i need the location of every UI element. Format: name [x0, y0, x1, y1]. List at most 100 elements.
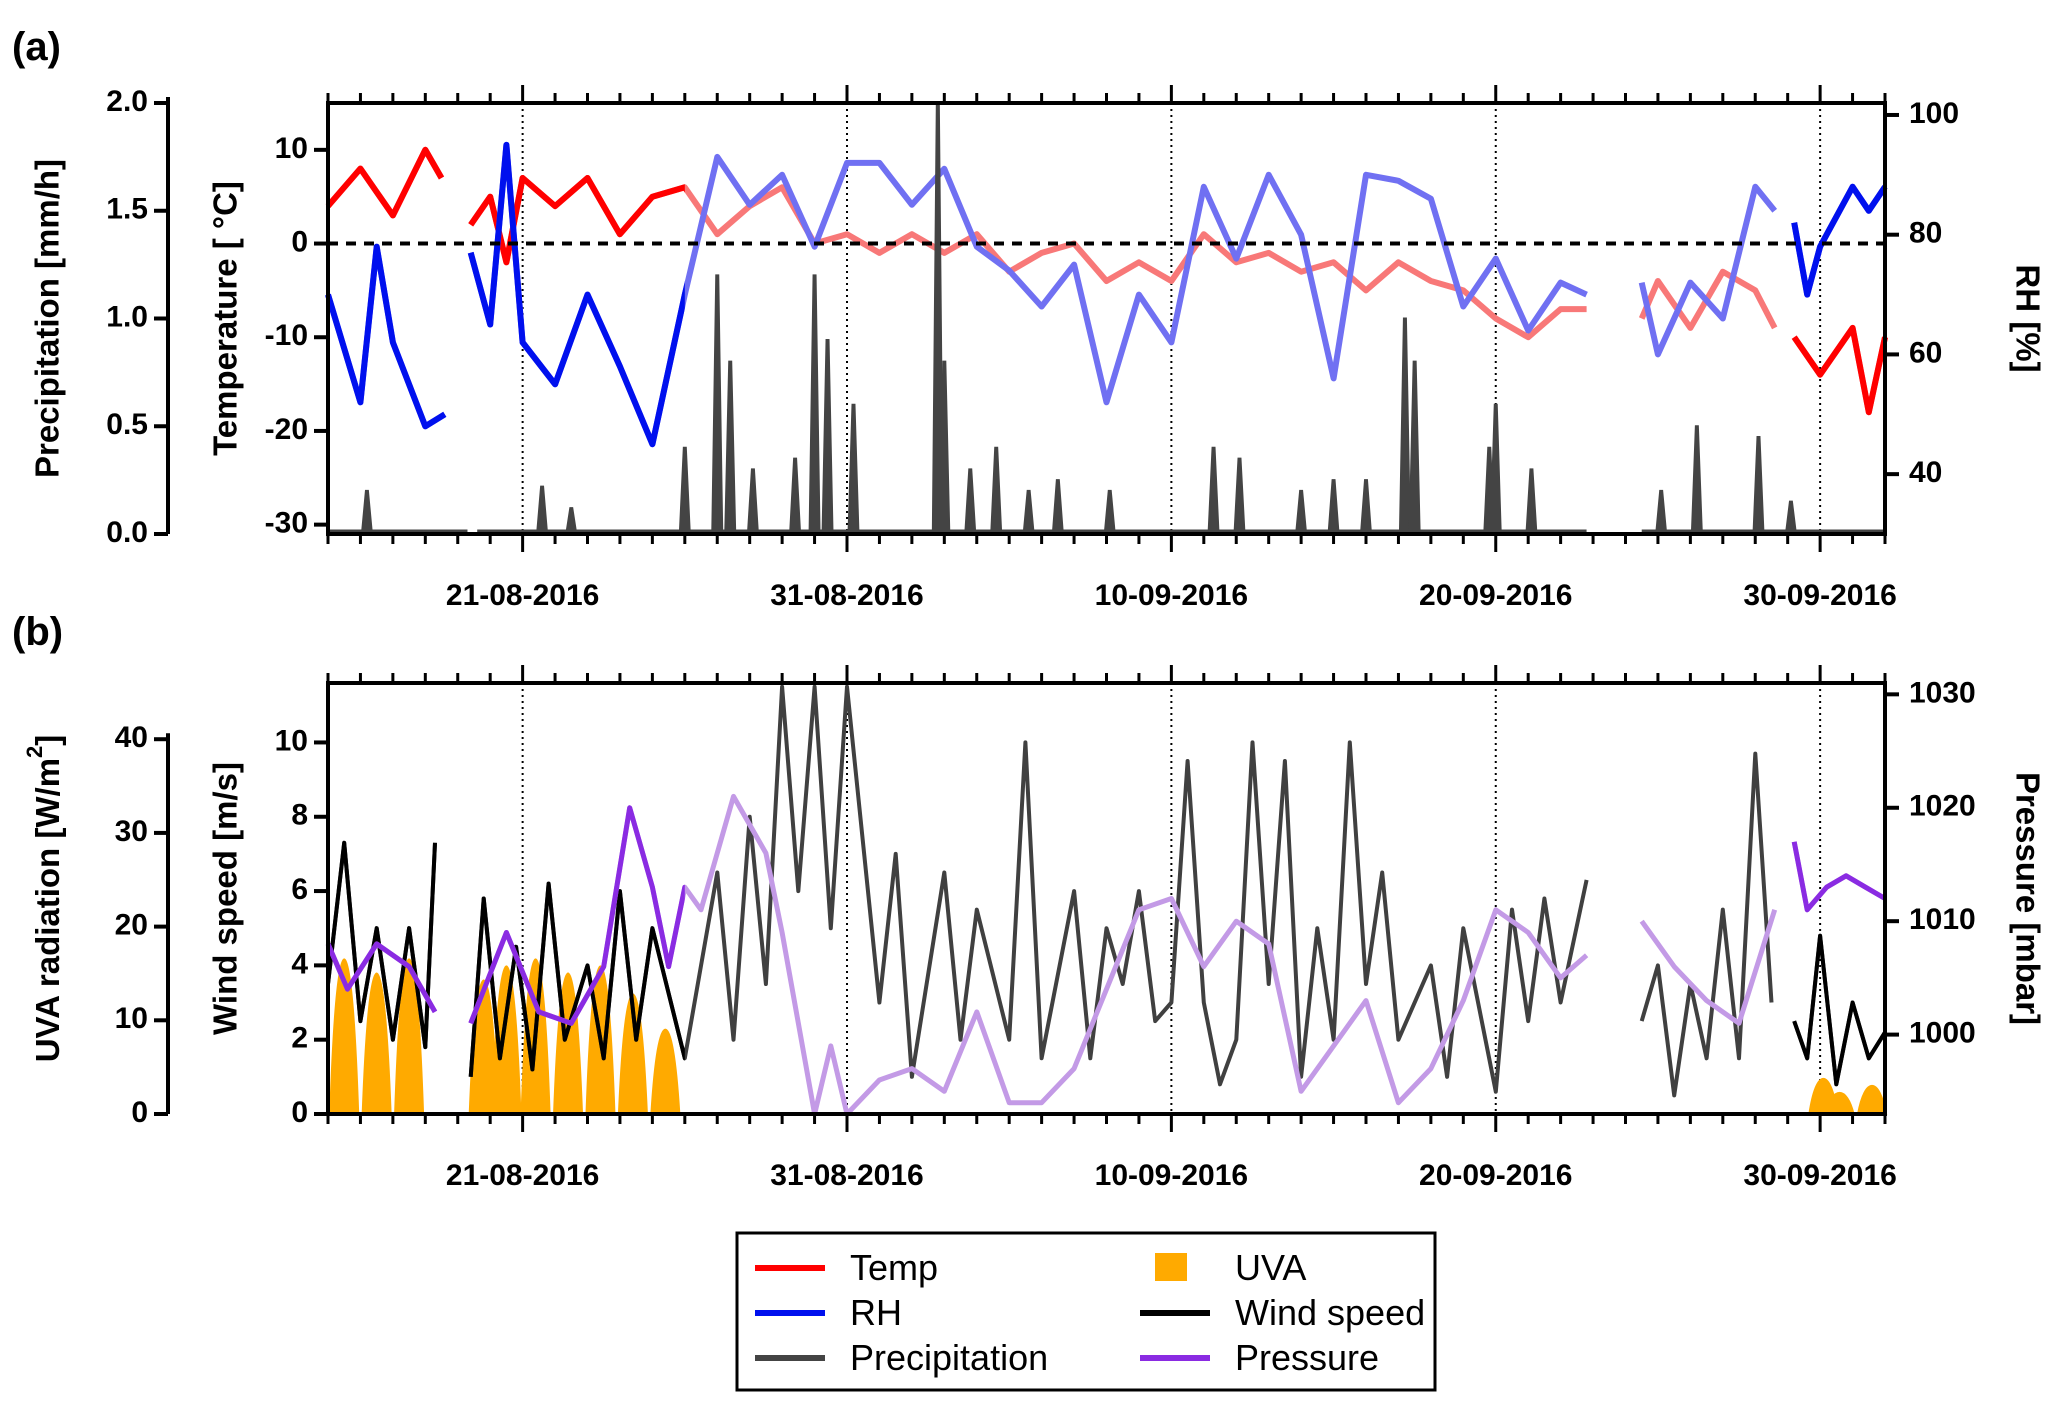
wind-axis: 0 2 4 6 8 10 — [275, 724, 328, 1129]
precip-axis-label: Precipitation [mm/h] — [29, 159, 66, 478]
rh-line — [1638, 183, 1778, 358]
series-group-b — [325, 684, 1888, 1117]
precipitation-spike — [565, 507, 578, 535]
x-tick-label: 20-09-2016 — [1419, 1159, 1572, 1192]
precip-axis: 0.0 0.5 1.0 1.5 2.0 — [106, 85, 170, 549]
pressure-line — [1791, 841, 1887, 913]
uva-area — [650, 1028, 681, 1115]
x-tick-label: 10-09-2016 — [1095, 579, 1248, 612]
temp-line — [468, 175, 1587, 341]
pressure-axis-label: Pressure [mbar] — [2009, 772, 2046, 1025]
series-group-a — [325, 102, 1888, 535]
precipitation-spike — [990, 446, 1003, 535]
precipitation-spike — [821, 339, 834, 535]
legend-item-wind: Wind speed — [1140, 1292, 1425, 1333]
temp-tick-label: 0 — [291, 225, 308, 258]
legend-box — [735, 1231, 1437, 1392]
uva-axis-label: UVA radiation [W/m2] — [22, 735, 66, 1063]
precipitation-spike — [1051, 479, 1064, 535]
precipitation-spike — [1752, 436, 1765, 535]
precipitation-spike — [789, 457, 802, 535]
precipitation-spike — [1408, 360, 1421, 535]
precipitation-spike — [536, 485, 549, 535]
x-tick-label: 21-08-2016 — [446, 579, 599, 612]
legend-label: RH — [850, 1292, 902, 1333]
uva-area — [491, 965, 522, 1115]
uva-tick-label: 0 — [131, 1096, 148, 1129]
precipitation-spike — [711, 274, 724, 535]
precip-tick-label: 1.5 — [106, 193, 148, 226]
precipitation-spike — [1022, 489, 1035, 535]
rh-tick-label: 40 — [1909, 456, 1942, 489]
legend-item-precip: Precipitation — [755, 1337, 1048, 1378]
wind-tick-label: 10 — [275, 724, 308, 757]
legend-label: Temp — [850, 1247, 938, 1288]
rh-tick-label: 80 — [1909, 217, 1942, 250]
precipitation-spike — [847, 403, 860, 535]
wind-tick-label: 0 — [291, 1096, 308, 1129]
precipitation-spike — [1489, 403, 1502, 535]
uva-area — [361, 972, 392, 1115]
precip-tick-label: 0.0 — [106, 516, 148, 549]
pressure-tick-label: 1000 — [1909, 1017, 1976, 1050]
precipitation-spike — [1103, 489, 1116, 535]
precip-tick-label: 0.5 — [106, 408, 148, 441]
pressure-line — [1639, 909, 1778, 1026]
wind-tick-label: 4 — [291, 947, 308, 980]
precipitation-spike — [1398, 317, 1411, 535]
uva-tick-label: 20 — [115, 909, 148, 942]
panel-a: (a) 0.0 0.5 1.0 1.5 2.0 Precipitation [mm/h] -3… — [12, 25, 2046, 612]
precipitation-spike — [746, 468, 759, 535]
temp-tick-label: -30 — [265, 507, 308, 540]
uva-tick-label: 40 — [115, 721, 148, 754]
uva-tick-label: 30 — [115, 815, 148, 848]
uva-axis: 0 10 20 30 40 — [115, 721, 170, 1129]
x-tick-label: 31-08-2016 — [770, 579, 923, 612]
legend-swatch — [1155, 1253, 1187, 1281]
temp-tick-label: 10 — [275, 132, 308, 165]
temp-axis: -30 -20 -10 0 10 — [265, 132, 328, 540]
wind-tick-label: 8 — [291, 799, 308, 832]
uva-area — [329, 958, 360, 1115]
rh-tick-label: 100 — [1909, 97, 1959, 130]
precip-tick-label: 1.0 — [106, 300, 148, 333]
precipitation-spike — [1784, 500, 1798, 535]
pressure-tick-label: 1030 — [1909, 676, 1976, 709]
precipitation-spike — [724, 360, 737, 535]
uva-area — [1856, 1084, 1888, 1115]
pressure-tick-label: 1010 — [1909, 903, 1976, 936]
x-axis: 21-08-2016 31-08-2016 10-09-2016 20-09-2016… — [326, 665, 1897, 1192]
precipitation-spike — [1655, 489, 1668, 535]
panel-tag-b: (b) — [12, 610, 63, 654]
precipitation-spike — [678, 446, 691, 535]
precipitation-spike — [1690, 425, 1703, 535]
precipitation-spike — [360, 489, 374, 535]
wind-axis-label: Wind speed [m/s] — [207, 762, 244, 1035]
temp-tick-label: -10 — [265, 319, 308, 352]
rh-line — [325, 243, 447, 430]
legend-label: Precipitation — [850, 1337, 1048, 1378]
uva-tick-label: 10 — [115, 1002, 148, 1035]
precipitation-spike — [964, 468, 977, 535]
x-tick-label: 10-09-2016 — [1095, 1159, 1248, 1192]
rh-line — [467, 141, 1588, 448]
precipitation-spike — [1207, 446, 1220, 535]
legend-item-rh: RH — [755, 1292, 902, 1333]
x-tick-label: 20-09-2016 — [1419, 579, 1572, 612]
legend-item-temp: Temp — [755, 1247, 938, 1288]
x-tick-label: 31-08-2016 — [770, 1159, 923, 1192]
precipitation-spike — [1233, 457, 1246, 535]
pressure-tick-label: 1020 — [1909, 790, 1976, 823]
precipitation-spike — [808, 274, 821, 535]
x-tick-label: 21-08-2016 — [446, 1159, 599, 1192]
wind-tick-label: 6 — [291, 873, 308, 906]
precipitation-spike — [1359, 479, 1373, 535]
legend-item-uva: UVA — [1155, 1247, 1306, 1288]
x-axis: 21-08-2016 31-08-2016 10-09-2016 20-09-2016… — [326, 85, 1897, 612]
precipitation-spike — [1327, 479, 1340, 535]
temp-tick-label: -20 — [265, 413, 308, 446]
temp-axis-label: Temperature [ °C] — [207, 181, 244, 456]
